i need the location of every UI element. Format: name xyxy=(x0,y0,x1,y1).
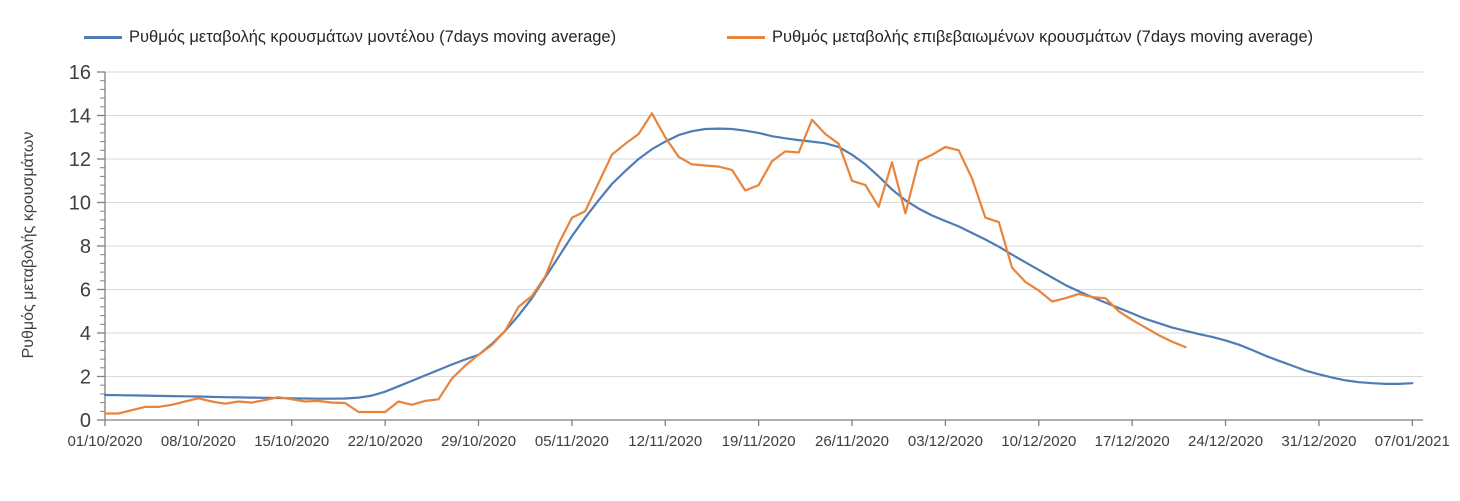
x-tick-label: 31/12/2020 xyxy=(1281,433,1356,450)
x-tick-label: 12/11/2020 xyxy=(628,433,702,450)
x-tick-label: 17/12/2020 xyxy=(1095,433,1170,450)
y-tick-label: 6 xyxy=(80,280,91,302)
legend-item-confirmed: Ρυθμός μεταβολής επιβεβαιωμένων κρουσμάτ… xyxy=(727,24,1313,50)
confirmed-line-swatch xyxy=(727,35,765,39)
y-axis-title: Ρυθμός μεταβολής κρουσμάτων xyxy=(20,131,37,359)
y-tick-label: 4 xyxy=(80,323,91,345)
x-tick-label: 07/01/2021 xyxy=(1375,433,1450,450)
y-tick-label: 2 xyxy=(80,367,91,389)
x-tick-label: 08/10/2020 xyxy=(161,433,236,450)
x-tick-label: 03/12/2020 xyxy=(908,433,983,450)
y-tick-label: 8 xyxy=(80,236,91,258)
x-tick-label: 10/12/2020 xyxy=(1001,433,1076,450)
y-tick-label: 12 xyxy=(69,149,91,171)
y-tick-label: 0 xyxy=(80,410,91,432)
model-series-line xyxy=(103,127,1414,400)
y-tick-label: 10 xyxy=(69,193,91,215)
y-tick-label: 16 xyxy=(69,62,91,84)
x-tick-label: 26/11/2020 xyxy=(815,433,889,450)
x-tick-label: 01/10/2020 xyxy=(67,433,142,450)
legend-item-model: Ρυθμός μεταβολής κρουσμάτων μοντέλου (7d… xyxy=(84,24,616,50)
y-tick-label: 14 xyxy=(69,106,91,128)
x-tick-label: 15/10/2020 xyxy=(254,433,329,450)
x-tick-label: 19/11/2020 xyxy=(722,433,796,450)
confirmed-series-line xyxy=(103,112,1187,415)
legend-label-confirmed: Ρυθμός μεταβολής επιβεβαιωμένων κρουσμάτ… xyxy=(772,27,1314,46)
x-tick-label: 05/11/2020 xyxy=(535,433,609,450)
legend-label-model: Ρυθμός μεταβολής κρουσμάτων μοντέλου (7d… xyxy=(129,27,617,46)
x-tick-label: 29/10/2020 xyxy=(441,433,516,450)
x-tick-label: 24/12/2020 xyxy=(1188,433,1263,450)
model-line-swatch xyxy=(84,35,122,39)
x-tick-label: 22/10/2020 xyxy=(348,433,423,450)
